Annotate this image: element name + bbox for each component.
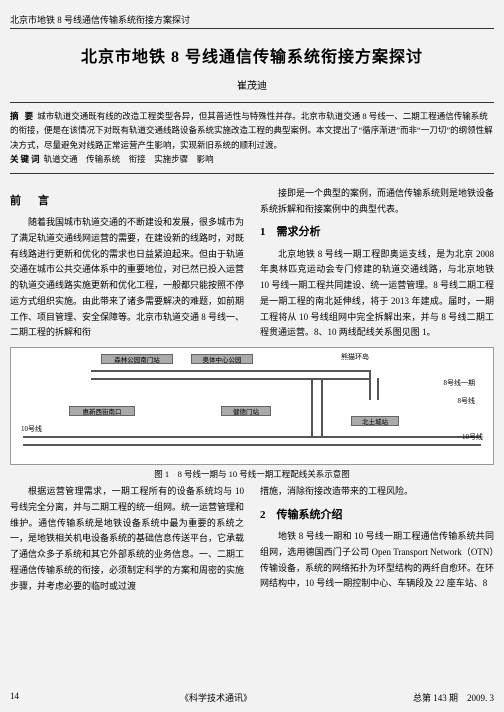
para: 接即是一个典型的案例，而通信传输系统则是地铁设备系统拆解和衔接案例中的典型代表。 — [260, 186, 494, 218]
page-number: 14 — [10, 691, 19, 704]
journal-name: 《科学技术通讯》 — [180, 691, 252, 704]
body-columns-2: 根据运营管理需求，一期工程所有的设备系统均与 10 号线完全分离，并与二期工程的… — [10, 484, 494, 594]
running-header: 北京市地铁 8 号线通信传输系统衔接方案探讨 — [10, 10, 494, 29]
keywords-label: 关键词 — [10, 154, 42, 164]
station-box: 北土城站 — [351, 416, 399, 426]
abstract-label: 摘 要 — [10, 111, 35, 121]
station-box: 惠新西街南口 — [69, 406, 135, 416]
figure-caption: 图 1 8 号线一期与 10 号线一期工程配线关系示意图 — [10, 468, 494, 480]
station-box: 奥体中心公园 — [191, 354, 253, 364]
diagram-label: 8号线一期 — [444, 378, 476, 388]
heading-preface: 前 言 — [10, 192, 244, 211]
para: 地铁 8 号线一期和 10 号线一期工程通信传输系统共同组网，选用德国西门子公司… — [260, 529, 494, 592]
diagram-label: 10号线 — [21, 424, 42, 434]
issue-info: 总第 143 期 2009. 3 — [413, 691, 494, 704]
abstract-block: 摘 要 城市轨道交通既有线的改造工程类型各异，但其普适性与特殊性并存。北京市轨道… — [10, 102, 494, 174]
diagram-label: 10号线 — [462, 432, 483, 442]
station-box: 健德门站 — [221, 406, 271, 416]
para: 措施，消除衔接改造带来的工程风险。 — [260, 484, 494, 500]
para: 北京地铁 8 号线一期工程即奥运支线，是为北京 2008 年奥林匹克运动会专门修… — [260, 247, 494, 342]
article-title: 北京市地铁 8 号线通信传输系统衔接方案探讨 — [10, 43, 494, 67]
body-columns: 前 言 随着我国城市轨道交通的不断建设和发展，很多城市为了满足轨道交通线网运营的… — [10, 186, 494, 341]
left-column: 前 言 随着我国城市轨道交通的不断建设和发展，很多城市为了满足轨道交通线网运营的… — [10, 186, 244, 341]
left-column-2: 根据运营管理需求，一期工程所有的设备系统均与 10 号线完全分离，并与二期工程的… — [10, 484, 244, 594]
abstract-text: 城市轨道交通既有线的改造工程类型各异，但其普适性与特殊性并存。北京市轨道交通 8… — [10, 111, 493, 150]
author: 崔茂迪 — [10, 77, 494, 92]
para: 根据运营管理需求，一期工程所有的设备系统均与 10 号线完全分离，并与二期工程的… — [10, 484, 244, 594]
diagram-label: 熊猫环岛 — [341, 352, 369, 362]
diagram-label: 8号线 — [458, 396, 476, 406]
heading-1: 1 需求分析 — [260, 223, 494, 242]
heading-2: 2 传输系统介绍 — [260, 506, 494, 525]
figure-1: 森林公园南门站 奥体中心公园 熊猫环岛 8号线一期 8号线 惠新西街南口 健德门… — [10, 347, 494, 480]
keywords-text: 轨道交通 传输系统 衔接 实施步骤 影响 — [44, 154, 214, 164]
page-footer: 14 《科学技术通讯》 总第 143 期 2009. 3 — [10, 691, 494, 704]
station-box: 森林公园南门站 — [101, 354, 173, 364]
diagram-svg: 森林公园南门站 奥体中心公园 熊猫环岛 8号线一期 8号线 惠新西街南口 健德门… — [10, 347, 494, 465]
right-column: 接即是一个典型的案例，而通信传输系统则是地铁设备系统拆解和衔接案例中的典型代表。… — [260, 186, 494, 341]
right-column-2: 措施，消除衔接改造带来的工程风险。 2 传输系统介绍 地铁 8 号线一期和 10… — [260, 484, 494, 594]
para: 随着我国城市轨道交通的不断建设和发展，很多城市为了满足轨道交通线网运营的需要，在… — [10, 215, 244, 341]
